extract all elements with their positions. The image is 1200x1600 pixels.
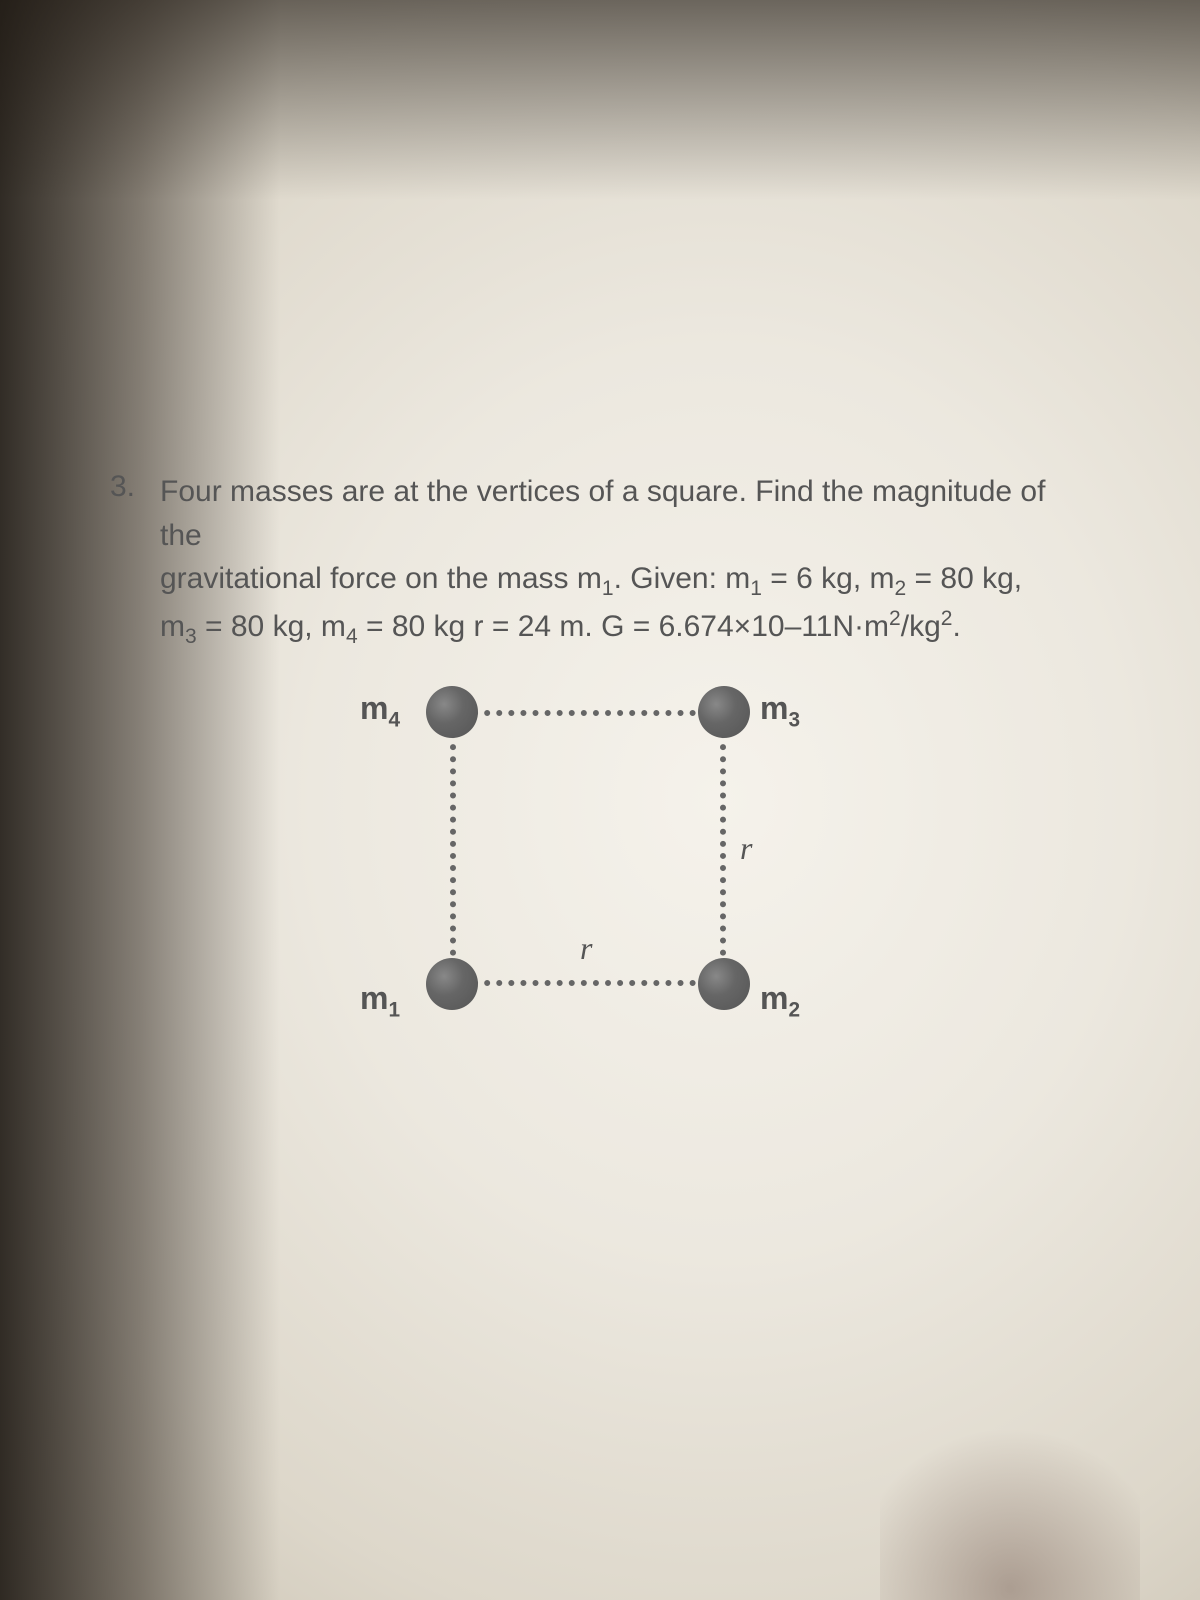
shadow-left	[0, 0, 280, 1600]
problem-line-1: Four masses are at the vertices of a squ…	[160, 470, 1080, 557]
problem-number: 3.	[110, 470, 135, 504]
edge-right	[720, 720, 726, 980]
mass-m3	[698, 686, 750, 738]
label-m2: m2	[760, 980, 800, 1022]
paper-surface: 3. Four masses are at the vertices of a …	[0, 0, 1200, 1600]
problem-line-2: gravitational force on the mass m1. Give…	[160, 557, 1080, 604]
shadow-top	[0, 0, 1200, 200]
square-diagram: m4 m3 m1 m2 r r	[420, 680, 800, 1060]
edge-left	[450, 720, 456, 980]
mass-m1	[426, 958, 478, 1010]
problem-text: Four masses are at the vertices of a squ…	[160, 470, 1080, 653]
edge-top	[460, 710, 720, 716]
label-r-right: r	[740, 830, 752, 867]
label-m1: m1	[360, 980, 400, 1022]
edge-bottom	[460, 980, 720, 986]
mass-m4	[426, 686, 478, 738]
finger-shadow	[880, 1380, 1140, 1600]
problem-line-3: m3 = 80 kg, m4 = 80 kg r = 24 m. G = 6.6…	[160, 604, 1080, 652]
label-m3: m3	[760, 690, 800, 732]
label-m4: m4	[360, 690, 400, 732]
label-r-bottom: r	[580, 930, 592, 967]
mass-m2	[698, 958, 750, 1010]
